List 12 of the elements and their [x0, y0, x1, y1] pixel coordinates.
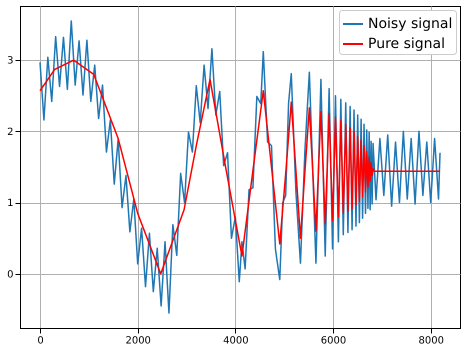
legend-label: Noisy signal: [368, 16, 452, 32]
x-tick-label: 2000: [125, 336, 151, 346]
x-tick-label: 6000: [320, 336, 346, 346]
x-tick-label: 0: [37, 336, 44, 346]
x-tick-label: 8000: [418, 336, 444, 346]
y-tick-label: 0: [7, 269, 14, 280]
y-tick-label: 3: [7, 56, 14, 67]
line-series: [39, 59, 441, 275]
legend-label: Pure signal: [368, 36, 445, 52]
y-tick-label: 1: [7, 198, 14, 210]
x-tick-label: 4000: [223, 336, 249, 346]
y-tick-label: 2: [7, 126, 14, 138]
